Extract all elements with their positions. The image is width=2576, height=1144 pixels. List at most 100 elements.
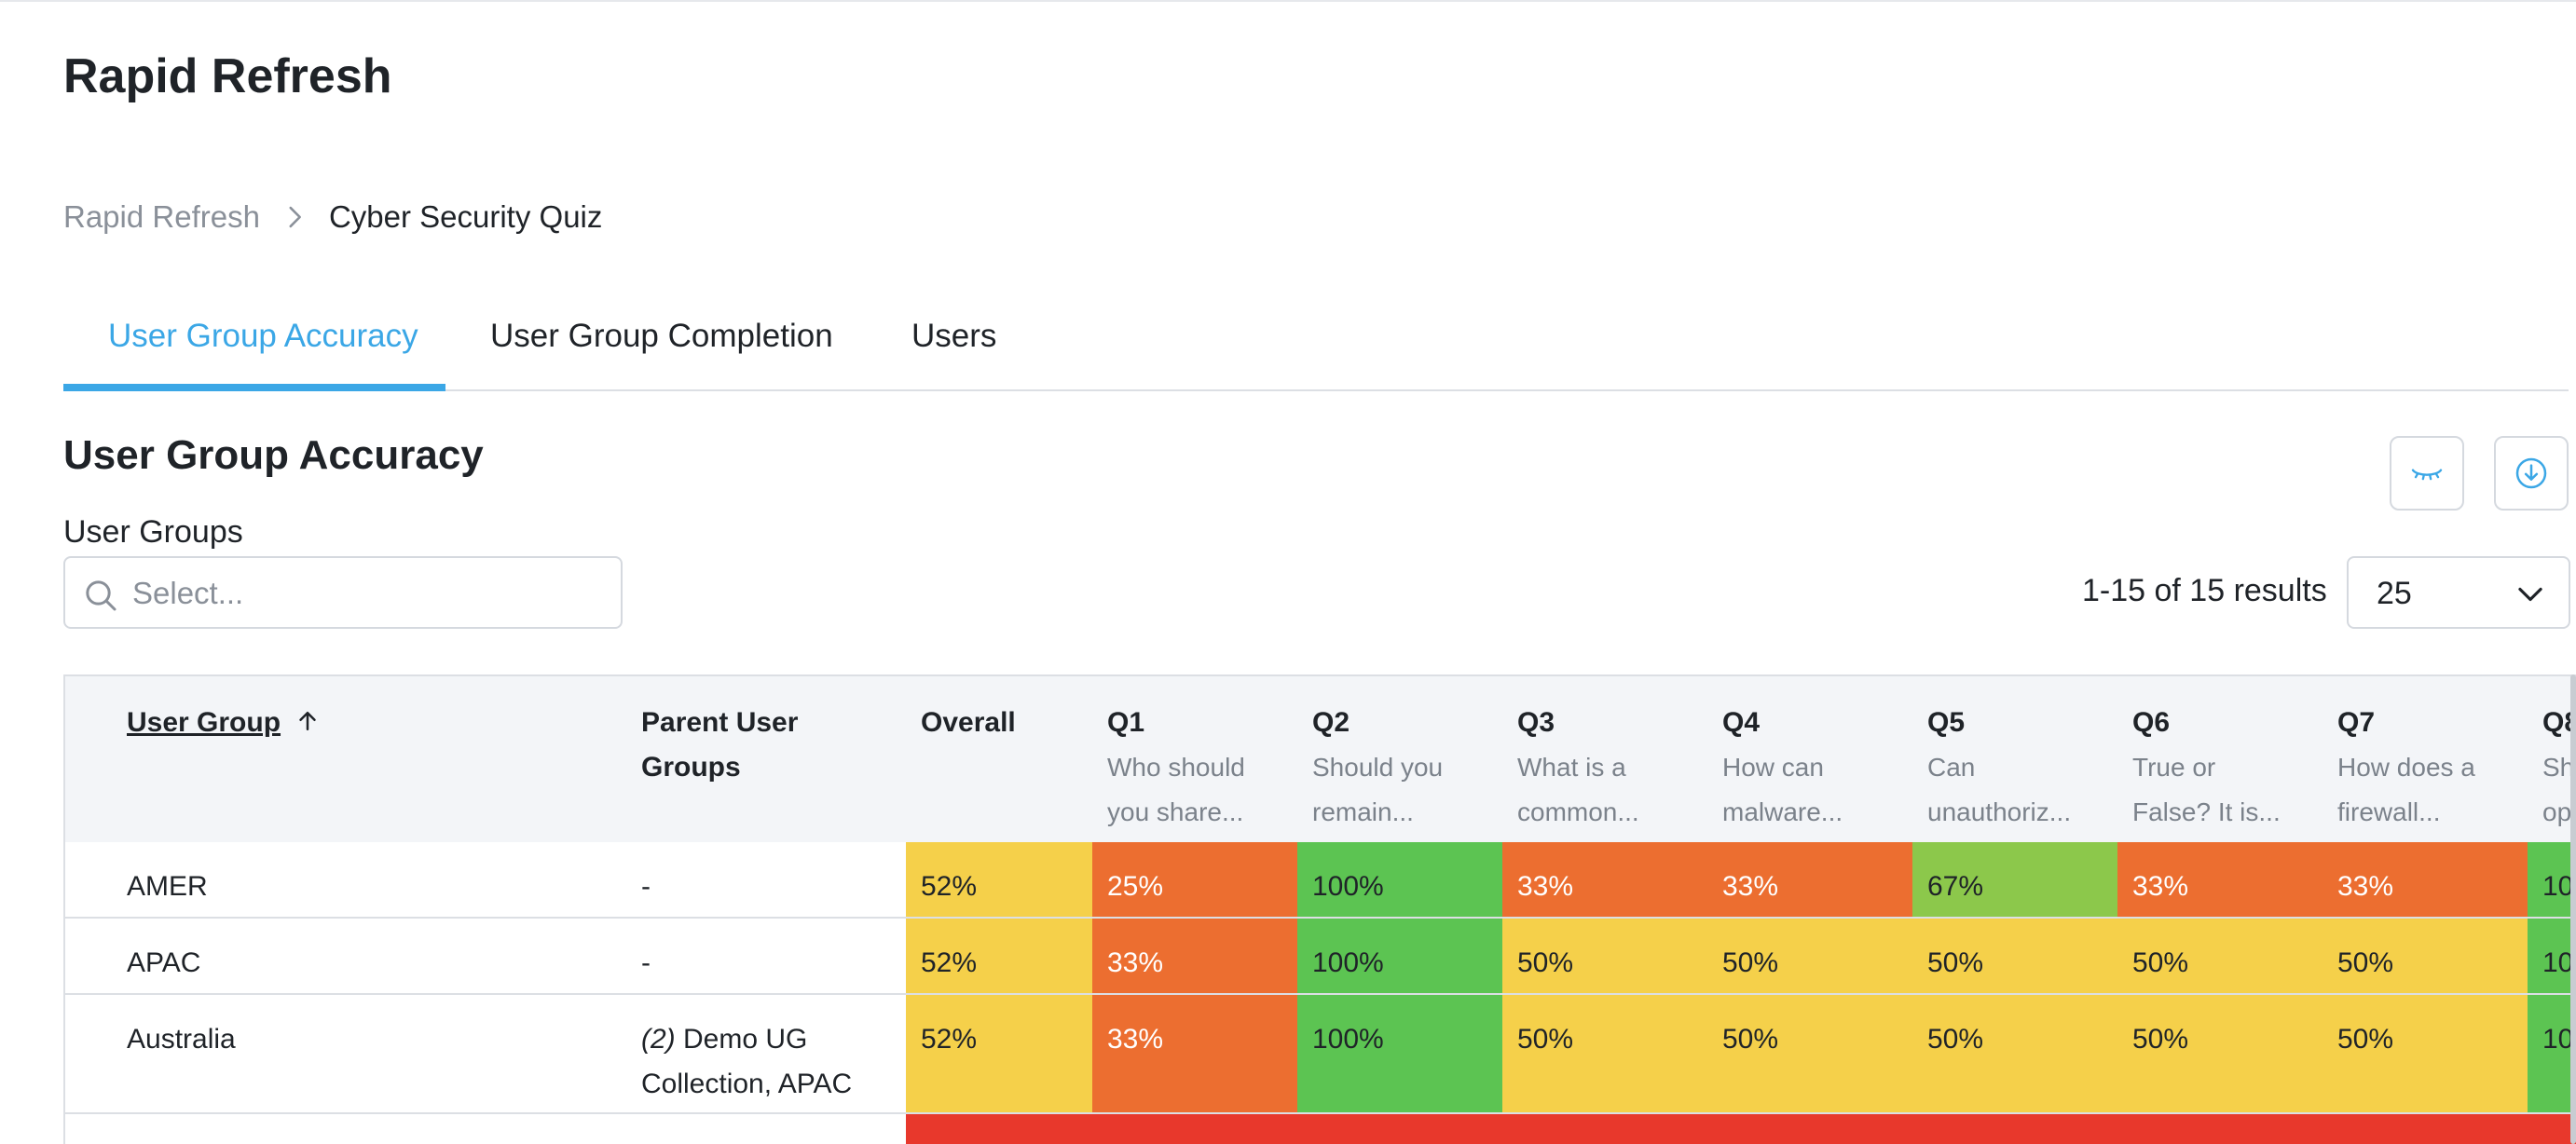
tab-bar: User Group Accuracy User Group Completio… <box>63 307 2569 391</box>
results-count: 1-15 of 15 results <box>2082 573 2327 608</box>
q-desc-line2: remain... <box>1312 797 1414 826</box>
cell-parent: - <box>641 947 651 978</box>
parent-line1: Demo UG <box>683 1024 808 1055</box>
header-overall: Overall <box>921 707 1016 738</box>
header-q4: Q4 How can malware... <box>1722 701 1843 835</box>
q-desc-line2: unauthoriz... <box>1927 797 2072 826</box>
cell-q6: 33% <box>2117 842 2323 917</box>
chevron-right-icon <box>289 206 301 228</box>
cell-parent: - <box>641 1114 902 1144</box>
top-divider <box>0 0 2576 2</box>
cell-user-group: EMEA <box>127 1114 611 1144</box>
q-desc-line1: Can <box>1927 753 1976 782</box>
cell-q1: 33% <box>1092 995 1297 1112</box>
cell-q2: 0% <box>1297 1114 1502 1144</box>
tab-users[interactable]: Users <box>911 318 997 354</box>
q-desc-line2: False? It is... <box>2132 797 2281 826</box>
cell-user-group: Australia <box>127 1024 236 1055</box>
cell-overall: 52% <box>906 919 1092 993</box>
cell-parent: (2) Demo UG Collection, APAC <box>641 995 902 1112</box>
cell-q7: 50% <box>2323 995 2528 1112</box>
cell-q2: 100% <box>1297 919 1502 993</box>
q-desc-line1: How can <box>1722 753 1824 782</box>
sort-ascending-icon <box>299 712 316 730</box>
header-q3: Q3 What is a common... <box>1517 701 1639 835</box>
cell-q2: 100% <box>1297 995 1502 1112</box>
page-size-select[interactable]: 25 <box>2347 556 2570 629</box>
q-label: Q2 <box>1312 707 1350 738</box>
cell-q8: 10 <box>2528 919 2576 993</box>
q-desc-line1: Sh <box>2542 753 2575 782</box>
breadcrumb-link-rapid-refresh[interactable]: Rapid Refresh <box>63 199 260 234</box>
q-desc-line1: Should you <box>1312 753 1444 782</box>
download-button[interactable] <box>2494 436 2569 511</box>
cell-q3: 50% <box>1502 995 1707 1112</box>
header-q2: Q2 Should you remain... <box>1312 701 1443 835</box>
cell-parent: - <box>641 871 651 902</box>
cell-q5: 67% <box>1912 842 2117 917</box>
user-groups-search-input[interactable] <box>132 567 598 620</box>
header-q6: Q6 True or False? It is... <box>2132 701 2281 835</box>
accuracy-table: User Group Parent User Groups Overall Q1… <box>63 674 2576 1144</box>
cell-q6: 0% <box>2117 1114 2323 1144</box>
horizontal-scroll-edge[interactable] <box>2570 674 2576 1144</box>
download-icon <box>2515 457 2547 489</box>
header-user-group-label: User Group <box>127 707 281 738</box>
q-label: Q4 <box>1722 707 1761 738</box>
q-label: Q7 <box>2337 707 2376 738</box>
table-row[interactable]: AMER - 52% 25% 100% 33% 33% 67% 33% 33% … <box>65 842 2576 919</box>
cell-q7: 33% <box>2323 842 2528 917</box>
cell-q6: 50% <box>2117 995 2323 1112</box>
cell-q6: 50% <box>2117 919 2323 993</box>
search-icon <box>86 580 116 611</box>
cell-q3: 0% <box>1502 1114 1707 1144</box>
header-parent-line2: Groups <box>641 752 741 783</box>
q-desc-line1: How does a <box>2337 753 2475 782</box>
eye-closed-icon <box>2411 469 2443 481</box>
hide-columns-button[interactable] <box>2390 436 2464 511</box>
header-parent-line1: Parent User <box>641 707 799 738</box>
cell-q5: 50% <box>1912 919 2117 993</box>
user-groups-label: User Groups <box>63 514 243 550</box>
q-desc-line2: malware... <box>1722 797 1843 826</box>
cell-q3: 50% <box>1502 919 1707 993</box>
cell-q5: 50% <box>1912 995 2117 1112</box>
cell-q7: 0% <box>2323 1114 2528 1144</box>
header-user-group[interactable]: User Group <box>127 701 322 745</box>
cell-q1: 33% <box>1092 919 1297 993</box>
page-title: Rapid Refresh <box>63 49 392 103</box>
cell-q8: 10 <box>2528 995 2576 1112</box>
q-desc-line2: firewall... <box>2337 797 2441 826</box>
table-row[interactable]: APAC - 52% 33% 100% 50% 50% 50% 50% 50% … <box>65 919 2576 995</box>
cell-q1: 25% <box>1092 842 1297 917</box>
page-size-value: 25 <box>2377 576 2412 611</box>
cell-q4: 50% <box>1707 995 1912 1112</box>
table-row[interactable]: Australia (2) Demo UG Collection, APAC 5… <box>65 995 2576 1114</box>
q-label: Q3 <box>1517 707 1555 738</box>
user-groups-select[interactable] <box>63 556 623 629</box>
cell-q4: 0% <box>1707 1114 1912 1144</box>
cell-overall: 52% <box>906 995 1092 1112</box>
tab-user-group-accuracy[interactable]: User Group Accuracy <box>108 318 418 354</box>
q-desc-line2: you share... <box>1107 797 1244 826</box>
cell-q4: 50% <box>1707 919 1912 993</box>
cell-user-group: APAC <box>127 947 201 978</box>
parent-count: (2) <box>641 1024 676 1055</box>
q-label: Q5 <box>1927 707 1966 738</box>
q-desc-line1: True or <box>2132 753 2216 782</box>
cell-q2: 100% <box>1297 842 1502 917</box>
tab-user-group-completion[interactable]: User Group Completion <box>490 318 833 354</box>
q-desc-line2: op <box>2542 797 2572 826</box>
cell-q8: 10 <box>2528 842 2576 917</box>
q-label: Q6 <box>2132 707 2171 738</box>
cell-q8: 0% <box>2528 1114 2576 1144</box>
parent-line2: Collection, APAC <box>641 1069 853 1099</box>
header-q5: Q5 Can unauthoriz... <box>1927 701 2071 835</box>
chevron-down-icon <box>2518 587 2542 602</box>
header-q1: Q1 Who should you share... <box>1107 701 1245 835</box>
table-row[interactable]: EMEA - 0% 0% 0% 0% 0% 0% 0% 0% 0% <box>65 1114 2576 1144</box>
cell-q1: 0% <box>1092 1114 1297 1144</box>
q-desc-line1: What is a <box>1517 753 1626 782</box>
cell-overall: 52% <box>906 842 1092 917</box>
breadcrumb-current: Cyber Security Quiz <box>328 199 603 234</box>
